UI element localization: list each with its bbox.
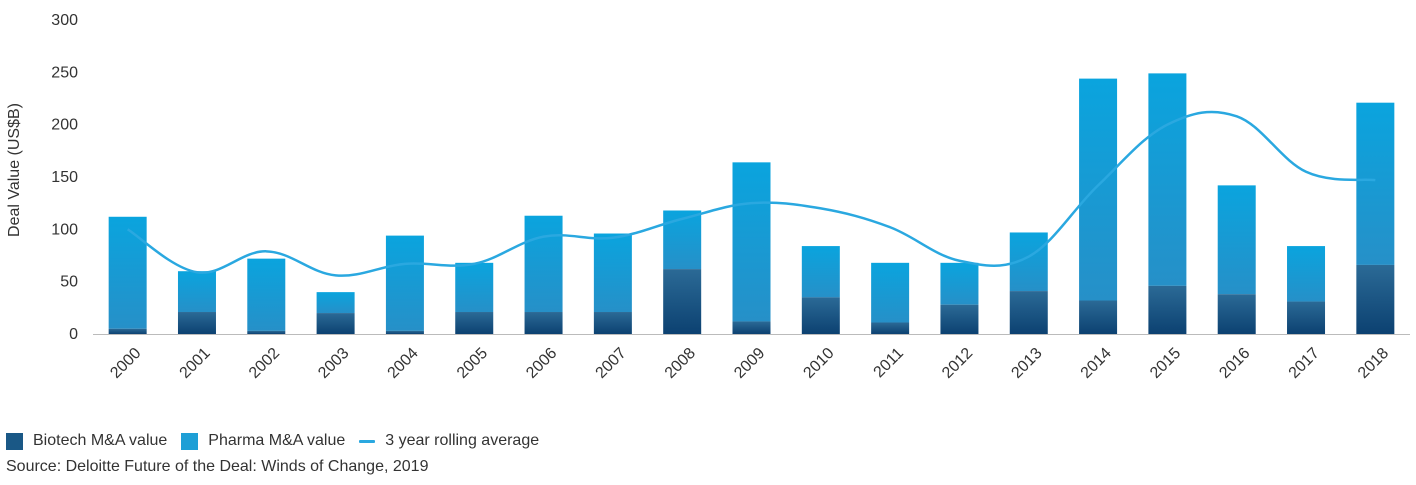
bar-pharma-2002	[247, 258, 286, 331]
bar-pharma-2016	[1217, 185, 1256, 295]
legend-item-pharma: Pharma M&A value	[181, 432, 345, 450]
x-tick-label: 2015	[1147, 345, 1184, 382]
bar-pharma-2003	[316, 292, 355, 314]
y-tick-label: 50	[60, 274, 78, 291]
chart: Deal Value (US$B) 0 50 100 150 200 250 300 200…	[6, 12, 1410, 382]
y-tick-label: 250	[51, 64, 78, 81]
x-tick-label: 2018	[1355, 345, 1392, 382]
y-tick-label: 100	[51, 221, 78, 238]
x-tick-label: 2008	[662, 345, 699, 382]
bar-pharma-2006	[524, 215, 563, 313]
x-tick-label: 2009	[731, 345, 768, 382]
bar-pharma-2007	[593, 233, 632, 313]
bar-biotech-2015	[1148, 285, 1187, 334]
y-axis-ticks: 0 50 100 150 200 250 300	[51, 12, 78, 343]
x-tick-label: 2012	[939, 345, 976, 382]
bar-pharma-2018	[1356, 102, 1395, 265]
bar-biotech-2018	[1356, 264, 1395, 334]
bar-biotech-2005	[455, 312, 494, 334]
bars	[108, 73, 1395, 334]
legend-swatch-biotech	[6, 432, 23, 450]
x-axis-ticks: 2000 2001 2002 2003 2004 2005 2006 2007 2008 2009…	[107, 345, 1392, 382]
x-tick-label: 2005	[454, 345, 491, 382]
legend-item-rolling-average: 3 year rolling average	[359, 432, 539, 450]
x-tick-label: 2000	[107, 345, 144, 382]
x-tick-label: 2010	[800, 345, 837, 382]
y-tick-label: 0	[69, 326, 78, 343]
bar-biotech-2003	[316, 313, 355, 334]
x-tick-label: 2014	[1078, 345, 1115, 382]
legend-label-rolling-average: 3 year rolling average	[385, 432, 540, 449]
bar-biotech-2010	[801, 297, 840, 334]
rolling-average-line	[126, 110, 1376, 277]
legend: Biotech M&A value Pharma M&A value 3 yea…	[6, 432, 553, 450]
legend-label-pharma: Pharma M&A value	[208, 432, 346, 449]
x-tick-label: 2006	[523, 345, 560, 382]
x-tick-label: 2002	[246, 345, 283, 382]
bar-pharma-2001	[177, 271, 216, 313]
legend-item-biotech: Biotech M&A value	[6, 432, 167, 450]
bar-pharma-2012	[940, 262, 979, 305]
x-tick-label: 2004	[385, 345, 422, 382]
bar-biotech-2002	[247, 330, 286, 334]
bar-biotech-2012	[940, 304, 979, 334]
bar-pharma-2010	[801, 246, 840, 298]
bar-biotech-2004	[385, 330, 424, 334]
y-tick-label: 300	[51, 12, 78, 29]
bar-biotech-2000	[108, 328, 147, 334]
bar-pharma-2014	[1079, 78, 1118, 301]
bar-biotech-2016	[1217, 294, 1256, 334]
bar-pharma-2011	[871, 262, 910, 323]
y-tick-label: 150	[51, 169, 78, 186]
bar-biotech-2011	[871, 322, 910, 334]
legend-label-biotech: Biotech M&A value	[33, 432, 168, 449]
bar-biotech-2001	[177, 312, 216, 334]
x-tick-label: 2016	[1216, 345, 1253, 382]
bar-biotech-2017	[1287, 301, 1326, 334]
bar-biotech-2013	[1009, 291, 1048, 334]
bar-biotech-2009	[732, 321, 771, 334]
bar-pharma-2009	[732, 162, 771, 322]
x-tick-label: 2007	[593, 345, 630, 382]
source-note: Source: Deloitte Future of the Deal: Win…	[6, 458, 429, 475]
bar-pharma-2008	[663, 210, 702, 270]
x-tick-label: 2011	[871, 345, 907, 381]
x-tick-label: 2013	[1008, 345, 1045, 382]
bar-biotech-2014	[1079, 300, 1118, 334]
bar-pharma-2015	[1148, 73, 1187, 286]
bar-pharma-2017	[1287, 246, 1326, 302]
bar-biotech-2008	[663, 269, 702, 334]
bar-biotech-2006	[524, 312, 563, 334]
legend-swatch-rolling-average	[359, 439, 376, 443]
bar-pharma-2005	[455, 262, 494, 313]
bar-biotech-2007	[593, 312, 632, 334]
y-axis-label: Deal Value (US$B)	[6, 103, 23, 237]
bar-pharma-2000	[108, 216, 147, 329]
legend-swatch-pharma	[181, 432, 199, 450]
x-tick-label: 2003	[315, 345, 352, 382]
y-tick-label: 200	[51, 117, 78, 134]
bar-pharma-2004	[385, 235, 424, 331]
x-tick-label: 2017	[1286, 345, 1323, 382]
x-tick-label: 2001	[177, 345, 214, 382]
